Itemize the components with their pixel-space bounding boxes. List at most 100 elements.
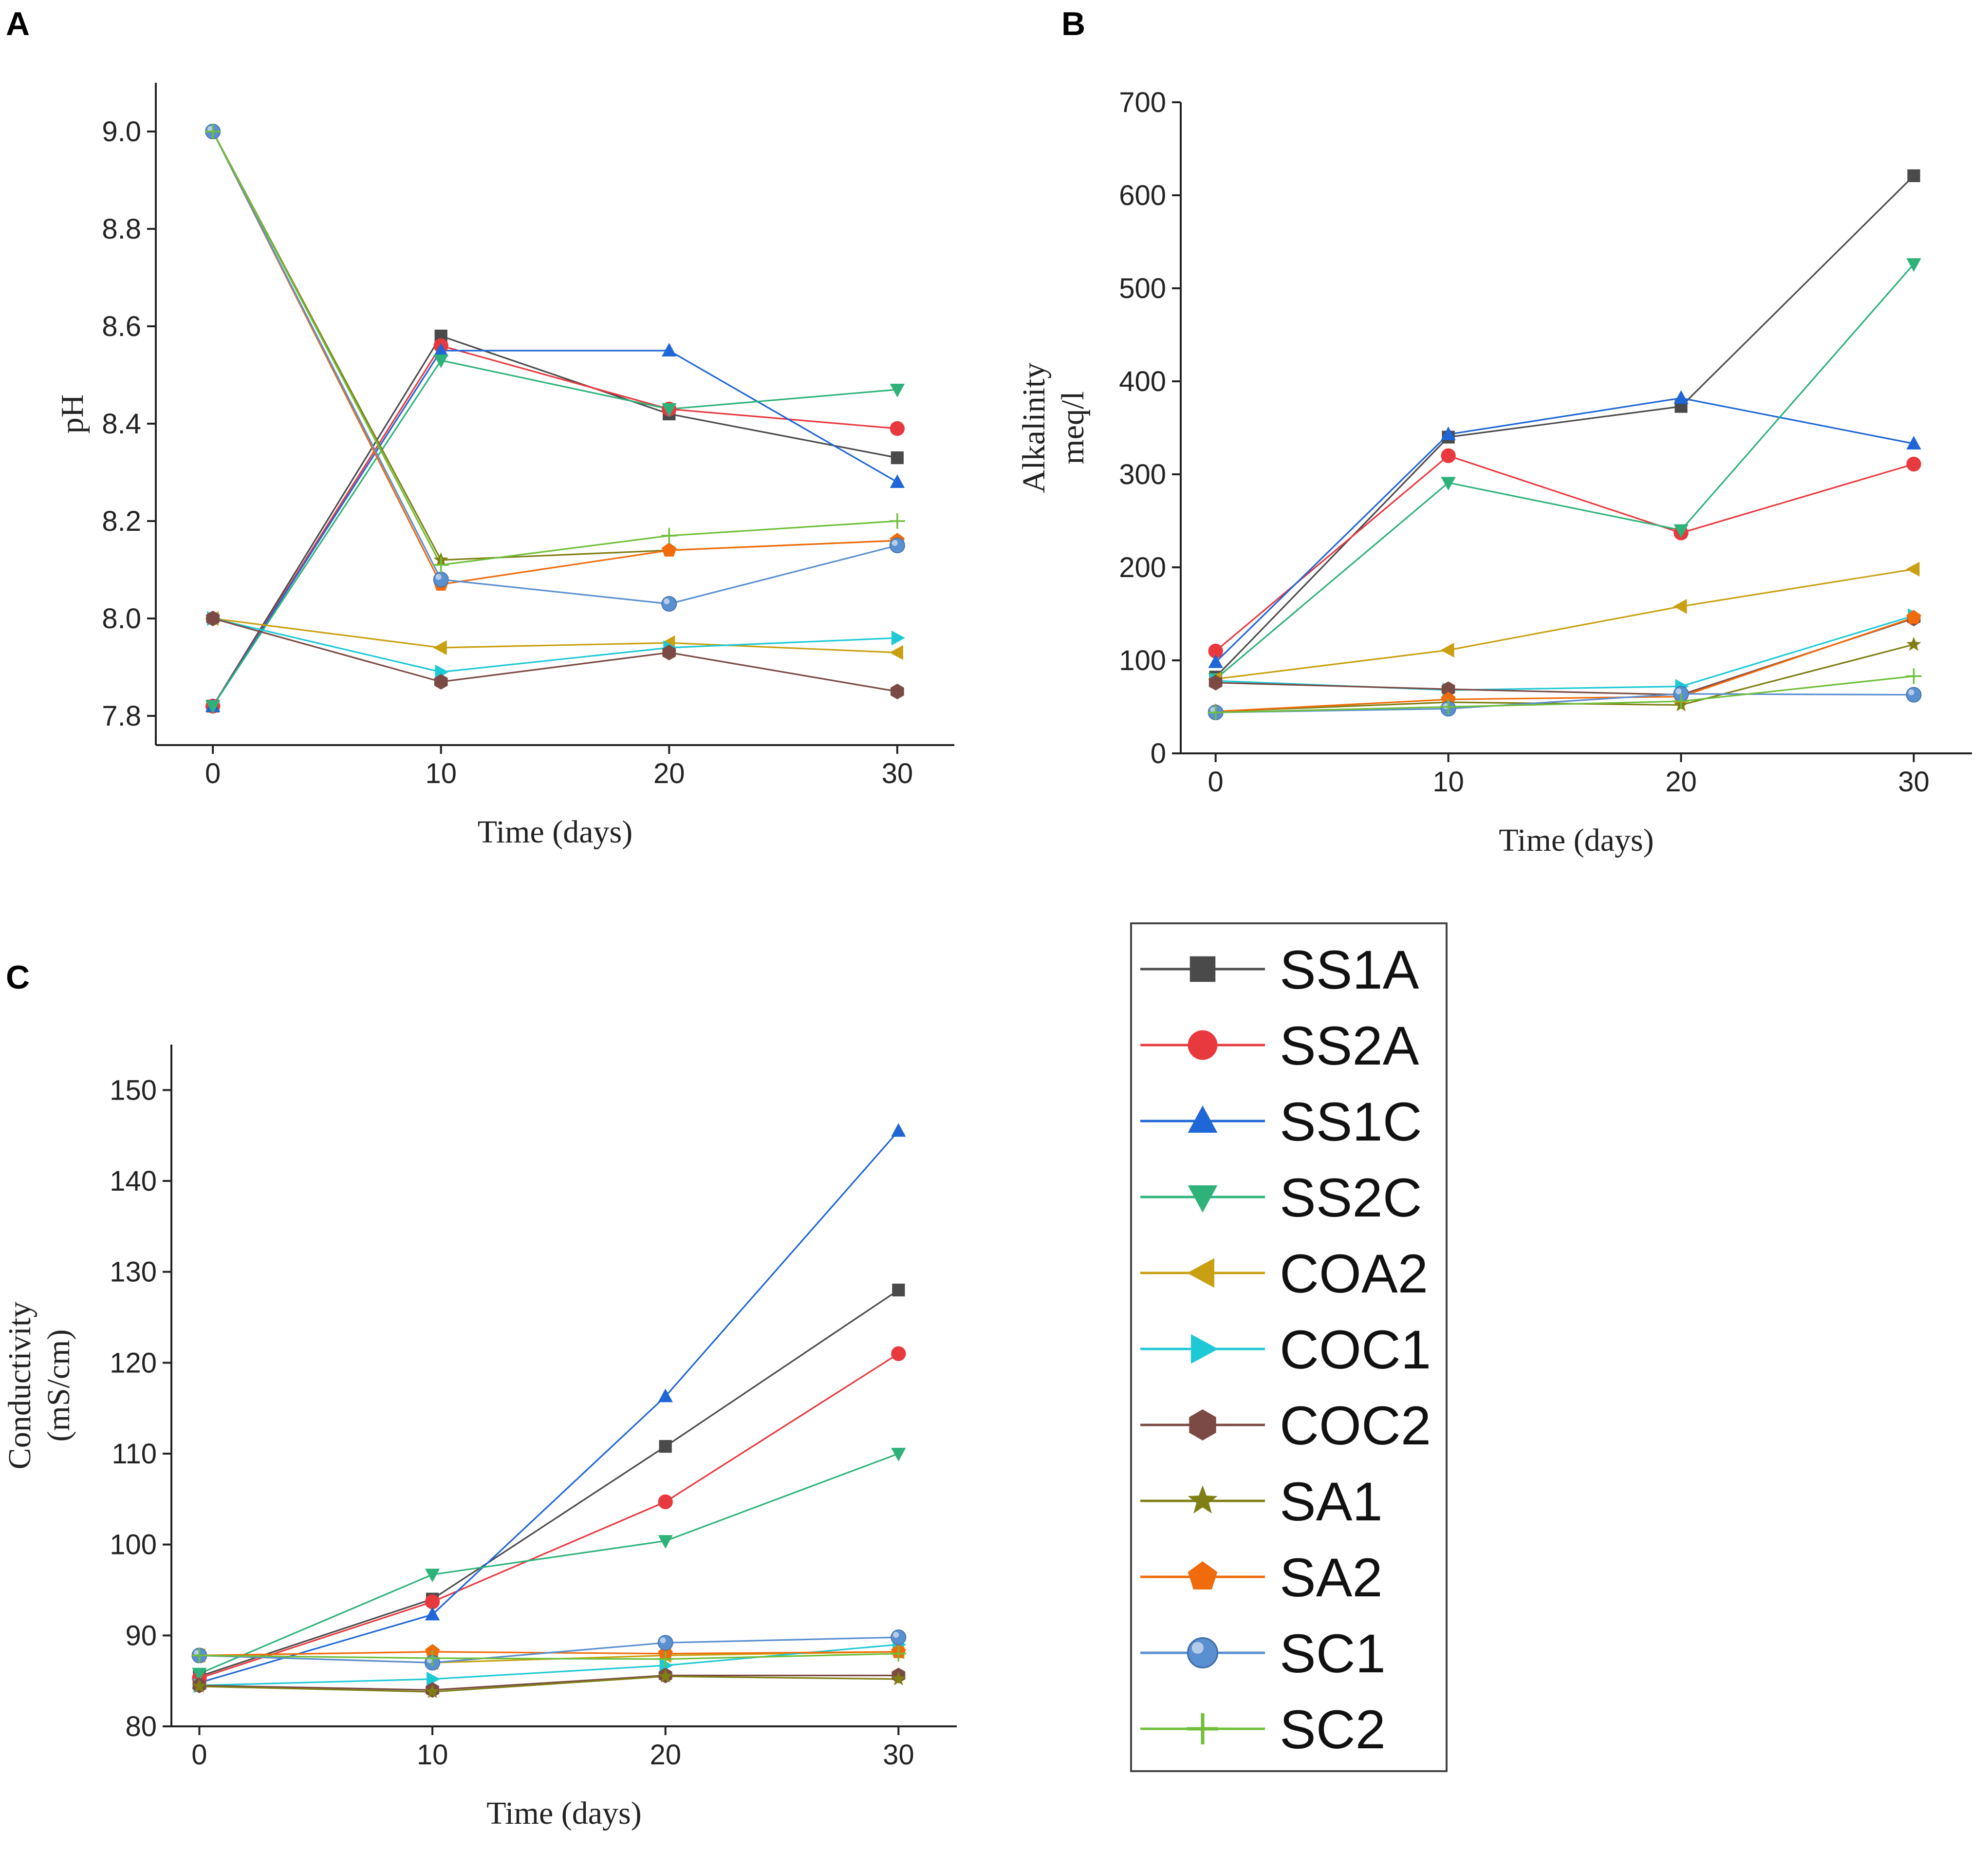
point-coc2 bbox=[1441, 681, 1455, 697]
series-line-coa2 bbox=[212, 617, 897, 654]
point-coa2 bbox=[1440, 642, 1454, 658]
point-ss1a bbox=[892, 1283, 905, 1297]
y-tick-label: 400 bbox=[1119, 366, 1166, 397]
series-line-coc2 bbox=[1215, 617, 1914, 696]
y-tick-label: 7.8 bbox=[102, 700, 141, 732]
series-line-ss2a bbox=[1215, 455, 1914, 652]
legend-marker bbox=[1189, 1409, 1216, 1440]
point-sc1 bbox=[433, 572, 449, 588]
y-tick-label: 0 bbox=[1151, 738, 1166, 769]
legend-item-sc1: SC1 bbox=[1140, 1623, 1386, 1684]
point-sc2 bbox=[1208, 704, 1224, 720]
x-tick-label: 30 bbox=[883, 1739, 914, 1771]
point-coa2 bbox=[433, 640, 447, 655]
y-tick-label: 9.0 bbox=[102, 116, 141, 148]
series-line-ss1a bbox=[212, 335, 898, 707]
legend-label: SC2 bbox=[1280, 1699, 1386, 1760]
point-sc1 bbox=[889, 538, 905, 554]
x-tick-label: 30 bbox=[882, 758, 913, 789]
legend-label: COC2 bbox=[1280, 1395, 1431, 1456]
series-line-ss1c bbox=[212, 350, 898, 707]
legend-marker bbox=[1187, 1637, 1219, 1669]
x-tick-label: 0 bbox=[1208, 766, 1224, 798]
panel-label-c: C bbox=[6, 959, 30, 996]
point-sc2 bbox=[191, 1647, 207, 1664]
point-coa2 bbox=[1673, 599, 1687, 614]
y-tick-label: 80 bbox=[125, 1711, 157, 1742]
series-line-sc1 bbox=[1215, 693, 1914, 713]
point-ss2c bbox=[890, 384, 905, 397]
point-ss1a bbox=[1907, 169, 1920, 183]
point-ss1c bbox=[425, 1607, 440, 1621]
point-sc2 bbox=[205, 124, 221, 139]
legend-marker bbox=[1187, 1258, 1214, 1288]
series-line-ss1c bbox=[199, 1130, 899, 1684]
y-tick-label: 140 bbox=[110, 1165, 157, 1197]
point-ss1a bbox=[891, 451, 904, 465]
point-ss2a bbox=[1208, 643, 1223, 659]
legend-marker bbox=[1188, 1185, 1218, 1213]
point-ss2a bbox=[425, 1594, 440, 1609]
y-tick-label: 200 bbox=[1119, 552, 1166, 583]
y-tick-label: 300 bbox=[1119, 459, 1166, 490]
legend-marker bbox=[1187, 1713, 1218, 1744]
series-line-ss1c bbox=[1215, 397, 1914, 663]
y-axis-unit: meq/l bbox=[1055, 391, 1091, 464]
y-tick-label: 8.8 bbox=[102, 213, 141, 245]
series-line-ss2c bbox=[212, 359, 898, 707]
point-ss2c bbox=[425, 1569, 440, 1583]
x-tick-label: 20 bbox=[1665, 766, 1697, 798]
y-tick-label: 110 bbox=[112, 1438, 157, 1470]
point-sa1 bbox=[658, 1668, 673, 1683]
point-sc1 bbox=[661, 596, 677, 612]
y-tick-label: 130 bbox=[110, 1256, 157, 1288]
legend-label: COC1 bbox=[1280, 1319, 1431, 1380]
point-coc1 bbox=[427, 1671, 441, 1687]
x-axis-title: Time (days) bbox=[486, 1796, 641, 1831]
point-ss1c bbox=[891, 1123, 906, 1137]
chart-panel-b: 0 100 200 300 400 500 600 700 0 10 20 30 Time (days)… bbox=[1016, 87, 1972, 858]
legend-label: SC1 bbox=[1280, 1623, 1386, 1684]
point-ss2c bbox=[192, 1667, 207, 1682]
series-line-sc2 bbox=[199, 1653, 899, 1660]
y-axis-unit: (mS/cm) bbox=[41, 1329, 76, 1442]
legend-item-sa1: SA1 bbox=[1140, 1471, 1383, 1532]
point-ss2c bbox=[658, 1535, 673, 1549]
point-sa1 bbox=[425, 1684, 440, 1698]
legend-marker bbox=[1188, 1030, 1218, 1060]
y-tick-label: 700 bbox=[1119, 87, 1166, 118]
x-tick-label: 0 bbox=[191, 1739, 207, 1771]
series-line-sa1 bbox=[199, 1675, 899, 1693]
point-ss2c bbox=[433, 355, 448, 368]
point-ss2a bbox=[1441, 448, 1456, 463]
chart-panel-a: 7.8 8.0 8.2 8.4 8.6 8.8 9.0 0 10 20 30 Time (days) p… bbox=[55, 83, 954, 850]
point-sc1 bbox=[891, 1629, 907, 1646]
x-tick-label: 20 bbox=[650, 1739, 681, 1771]
legend-item-coc2: COC2 bbox=[1140, 1395, 1431, 1456]
y-tick-label: 8.0 bbox=[102, 603, 141, 635]
x-axis-title: Time (days) bbox=[1499, 823, 1654, 858]
point-coc1 bbox=[891, 630, 905, 646]
point-ss2c bbox=[662, 403, 677, 417]
legend-marker bbox=[1188, 1485, 1218, 1514]
x-tick-label: 10 bbox=[425, 758, 457, 789]
panel-label-a: A bbox=[6, 5, 30, 42]
point-ss2c bbox=[1441, 477, 1456, 491]
point-ss1c bbox=[890, 474, 905, 488]
legend-label: SS2C bbox=[1280, 1167, 1422, 1228]
y-tick-label: 120 bbox=[110, 1347, 157, 1379]
series-line-ss1a bbox=[199, 1289, 899, 1677]
y-tick-label: 600 bbox=[1119, 180, 1166, 211]
series-line-coc2 bbox=[212, 617, 898, 692]
legend-label: SS2A bbox=[1280, 1015, 1419, 1076]
point-sa2 bbox=[1906, 610, 1921, 624]
y-tick-label: 8.6 bbox=[102, 311, 141, 342]
y-tick-label: 500 bbox=[1119, 273, 1166, 304]
point-coc2 bbox=[662, 645, 676, 660]
panel-label-b: B bbox=[1061, 5, 1085, 42]
point-sc2 bbox=[1440, 699, 1456, 715]
y-tick-label: 100 bbox=[110, 1529, 157, 1561]
point-ss2c bbox=[1673, 524, 1689, 538]
point-ss1c bbox=[1441, 426, 1456, 440]
